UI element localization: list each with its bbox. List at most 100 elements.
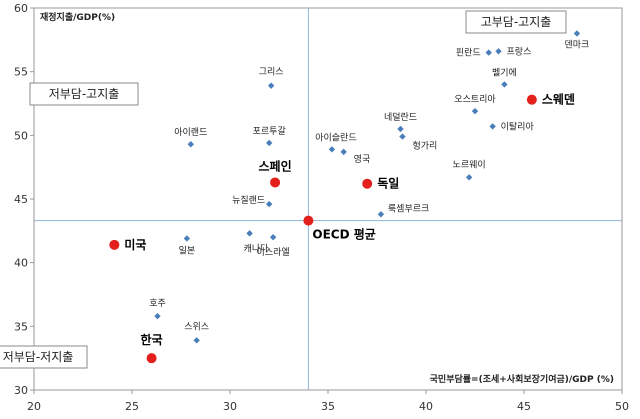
data-point: 뉴질랜드 [232, 194, 273, 208]
point-label: OECD 평균 [312, 228, 375, 242]
quadrant-label-box [0, 345, 88, 369]
data-point: 오스트리아 [454, 94, 496, 115]
diamond-marker [485, 49, 492, 56]
point-label: 스위스 [184, 321, 209, 332]
data-point: 룩셈부르크 [377, 203, 429, 218]
data-point: 네덜란드 [384, 111, 417, 133]
x-tick-label: 50 [615, 400, 629, 413]
diamond-marker [397, 125, 404, 133]
highlight-marker [526, 94, 537, 105]
point-label: 네덜란드 [384, 111, 417, 123]
diamond-marker [266, 139, 273, 147]
y-tick-label: 50 [14, 129, 28, 142]
point-label: 뉴질랜드 [232, 194, 265, 206]
diamond-marker [266, 200, 273, 208]
point-label: 스페인 [259, 158, 292, 173]
point-label: 벨기에 [492, 67, 517, 78]
point-label: 헝가리 [412, 141, 437, 152]
point-label: 룩셈부르크 [388, 203, 429, 214]
diamond-marker [573, 30, 581, 37]
diamond-marker [399, 133, 406, 140]
point-label: 덴마크 [564, 39, 589, 50]
diamond-marker [471, 107, 479, 115]
diamond-marker [269, 234, 277, 241]
x-tick-label: 30 [223, 400, 237, 413]
highlight-marker [270, 177, 281, 188]
data-point: 스페인 [259, 158, 292, 188]
quadrant-label-box [465, 10, 567, 34]
x-axis-title: 국민부담률=(조세+사회보장기여금)/GDP (%) [430, 373, 614, 385]
data-point: 한국 [141, 332, 163, 364]
data-point: 아이랜드 [174, 127, 207, 148]
diamond-marker [246, 230, 253, 237]
data-point: 독일 [362, 177, 399, 191]
data-point: 이탈리아 [489, 121, 534, 132]
y-tick-label: 45 [14, 193, 28, 206]
data-point: 일본 [179, 235, 196, 256]
point-label: 이스라엘 [257, 247, 290, 258]
point-label: 노르웨이 [453, 158, 486, 170]
data-point: 벨기에 [492, 67, 517, 88]
data-point: 핀란드 [456, 47, 492, 59]
quadrant-label: 저부담-고지출 [49, 87, 120, 101]
point-label: 호주 [149, 298, 166, 309]
y-tick-label: 35 [14, 320, 28, 333]
data-point: OECD 평균 [303, 215, 376, 242]
diamond-marker [183, 235, 191, 242]
y-tick-label: 30 [14, 384, 28, 397]
highlight-marker [362, 178, 373, 189]
diamond-marker [377, 211, 385, 218]
y-tick-label: 40 [14, 257, 28, 270]
x-tick-label: 25 [125, 400, 139, 413]
diamond-marker [267, 82, 275, 89]
data-point: 덴마크 [564, 30, 589, 50]
highlight-marker [146, 353, 157, 364]
y-axis-title: 재정지출/GDP(%) [40, 11, 115, 23]
diamond-marker [340, 148, 347, 156]
point-label: 한국 [141, 332, 163, 347]
diamond-marker [495, 48, 502, 55]
data-point: 영국 [340, 148, 371, 165]
y-tick-label: 55 [14, 66, 28, 79]
x-tick-label: 40 [419, 400, 433, 413]
plot-area-frame [33, 7, 623, 391]
point-label: 포르투갈 [253, 126, 286, 137]
data-point: 그리스 [259, 67, 284, 89]
x-tick-label: 20 [27, 400, 41, 413]
reference-lines [34, 8, 622, 390]
data-point: 호주 [149, 298, 166, 320]
quadrant-label: 고부담-고지출 [481, 15, 552, 29]
quadrant-label: 저부담-저지출 [3, 350, 74, 364]
diamond-marker [187, 141, 194, 148]
data-point: 노르웨이 [453, 158, 486, 181]
quadrant-label-box [29, 82, 139, 106]
data-point: 캐나다 [244, 230, 270, 254]
data-point: 이스라엘 [257, 234, 290, 258]
data-point: 스위스 [184, 321, 209, 344]
y-tick-label: 60 [14, 2, 28, 15]
axes-layer: 20 25 30 35 40 45 50 30 35 40 45 50 55 60 [14, 2, 629, 413]
point-label: 아이랜드 [174, 127, 207, 138]
data-point: 헝가리 [399, 133, 437, 152]
data-point: 프랑스 [495, 45, 531, 57]
point-label: 미국 [124, 237, 146, 252]
point-label: 일본 [179, 245, 196, 256]
data-point: 포르투갈 [253, 126, 286, 147]
point-label: 독일 [377, 177, 399, 191]
point-label: 캐나다 [244, 243, 270, 254]
diamond-marker [154, 312, 161, 320]
point-label: 오스트리아 [454, 94, 496, 105]
x-tick-label: 45 [517, 400, 531, 413]
data-point: 스웨덴 [526, 92, 575, 107]
highlight-marker [109, 239, 120, 250]
point-label: 핀란드 [456, 47, 481, 59]
point-label: 프랑스 [507, 45, 532, 57]
diamond-marker [465, 174, 473, 181]
highlight-marker [303, 215, 314, 226]
diamond-marker [193, 337, 200, 344]
x-tick-label: 35 [321, 400, 335, 413]
point-label: 영국 [354, 154, 371, 165]
point-label: 이탈리아 [501, 121, 535, 132]
